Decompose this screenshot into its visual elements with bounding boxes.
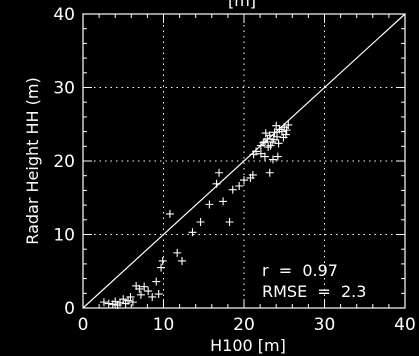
data-point	[116, 298, 125, 307]
data-point	[252, 147, 261, 156]
data-point	[284, 120, 293, 129]
data-point	[212, 179, 221, 188]
data-point	[140, 282, 149, 291]
data-point	[266, 141, 275, 150]
annotation-rmse: RMSE = 2.3	[262, 282, 366, 301]
data-point	[154, 290, 163, 299]
x-tick-label: 20	[233, 315, 255, 335]
y-tick-label: 30	[53, 79, 75, 99]
data-point	[119, 295, 128, 304]
data-point	[265, 131, 274, 140]
data-point	[225, 218, 234, 227]
x-tick-label: 40	[394, 315, 416, 335]
y-tick-labels: 0 10 20 30 40	[53, 5, 75, 319]
y-tick-label: 10	[53, 226, 75, 246]
data-point	[188, 228, 197, 237]
data-point	[178, 256, 187, 265]
x-tick-label: 0	[78, 315, 89, 335]
one-to-one-line	[82, 13, 406, 309]
data-point	[256, 149, 265, 158]
data-point	[228, 185, 237, 194]
data-point	[99, 298, 108, 307]
data-point	[158, 256, 167, 265]
data-point	[215, 168, 224, 177]
y-tick-label: 0	[64, 299, 75, 319]
data-point	[173, 248, 182, 257]
y-axis-label: Radar Height HH (m)	[23, 77, 42, 244]
data-point	[279, 133, 288, 142]
data-point	[128, 298, 137, 307]
chart-title: [m]	[228, 0, 256, 10]
data-point	[219, 197, 228, 206]
data-point	[270, 128, 279, 137]
data-point	[277, 127, 286, 136]
y-tick-label: 40	[53, 5, 75, 25]
data-point	[265, 168, 274, 177]
data-point	[235, 181, 244, 190]
data-point	[157, 263, 166, 272]
data-point	[144, 287, 153, 296]
data-point	[260, 152, 269, 161]
annotation-r: r = 0.97	[262, 261, 338, 280]
data-point	[282, 126, 291, 135]
reference-line	[82, 13, 406, 309]
data-point	[104, 299, 113, 308]
data-points	[99, 120, 293, 310]
data-point	[269, 135, 278, 144]
data-point	[261, 129, 270, 138]
y-tick-label: 20	[53, 152, 75, 172]
axis-ticks	[82, 13, 406, 309]
data-point	[240, 176, 248, 185]
data-point	[272, 121, 281, 130]
data-point	[273, 152, 282, 161]
data-point	[136, 290, 145, 299]
data-point	[205, 200, 214, 209]
data-point	[165, 209, 174, 218]
x-axis-label: H100 [m]	[210, 336, 286, 355]
data-point	[246, 173, 255, 182]
data-point	[259, 138, 268, 147]
x-tick-labels: 0 10 20 30 40	[78, 315, 416, 335]
x-tick-label: 30	[314, 315, 336, 335]
x-tick-label: 10	[153, 315, 175, 335]
data-point	[126, 292, 135, 301]
data-point	[152, 277, 161, 286]
data-point	[274, 139, 283, 148]
data-point	[135, 284, 144, 293]
data-point	[196, 218, 205, 227]
data-point	[148, 292, 157, 301]
data-point	[268, 155, 277, 164]
